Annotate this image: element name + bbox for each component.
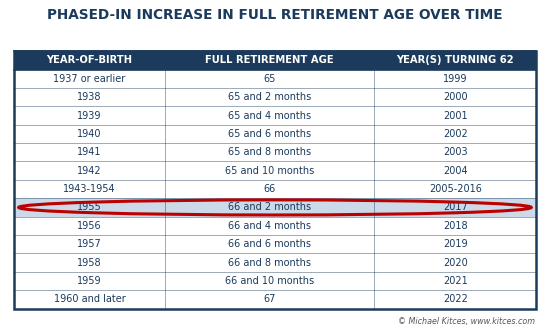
Text: 65 and 10 months: 65 and 10 months	[225, 166, 315, 176]
Text: 65 and 8 months: 65 and 8 months	[228, 147, 311, 157]
Text: 67: 67	[263, 294, 276, 304]
Text: 65: 65	[263, 74, 276, 84]
Text: 2005-2016: 2005-2016	[429, 184, 482, 194]
Text: 1959: 1959	[77, 276, 102, 286]
Text: 1999: 1999	[443, 74, 467, 84]
Text: 66 and 2 months: 66 and 2 months	[228, 202, 311, 213]
Text: 1943-1954: 1943-1954	[63, 184, 116, 194]
Text: 1957: 1957	[77, 239, 102, 249]
Text: 1937 or earlier: 1937 or earlier	[53, 74, 125, 84]
Text: 1956: 1956	[77, 221, 102, 231]
Text: 66 and 10 months: 66 and 10 months	[225, 276, 315, 286]
Text: © Michael Kitces, www.kitces.com: © Michael Kitces, www.kitces.com	[398, 317, 535, 326]
Text: 65 and 6 months: 65 and 6 months	[228, 129, 311, 139]
Text: 2018: 2018	[443, 221, 467, 231]
Text: 2003: 2003	[443, 147, 467, 157]
Text: YEAR-OF-BIRTH: YEAR-OF-BIRTH	[47, 55, 133, 65]
Text: 2017: 2017	[443, 202, 467, 213]
Text: 1941: 1941	[77, 147, 102, 157]
Text: 2000: 2000	[443, 92, 467, 102]
Text: 2019: 2019	[443, 239, 467, 249]
Text: 1939: 1939	[77, 111, 102, 120]
Text: PHASED-IN INCREASE IN FULL RETIREMENT AGE OVER TIME: PHASED-IN INCREASE IN FULL RETIREMENT AG…	[47, 8, 503, 22]
Text: 2001: 2001	[443, 111, 467, 120]
Text: 2021: 2021	[443, 276, 467, 286]
Text: 66: 66	[263, 184, 276, 194]
Text: 2004: 2004	[443, 166, 467, 176]
Text: 1942: 1942	[77, 166, 102, 176]
Text: 2002: 2002	[443, 129, 467, 139]
Text: 66 and 4 months: 66 and 4 months	[228, 221, 311, 231]
Text: 66 and 6 months: 66 and 6 months	[228, 239, 311, 249]
Text: 1958: 1958	[77, 258, 102, 268]
Text: 2022: 2022	[443, 294, 467, 304]
Text: 65 and 4 months: 65 and 4 months	[228, 111, 311, 120]
Text: 65 and 2 months: 65 and 2 months	[228, 92, 311, 102]
Text: 1955: 1955	[77, 202, 102, 213]
Text: FULL RETIREMENT AGE: FULL RETIREMENT AGE	[206, 55, 334, 65]
Text: 66 and 8 months: 66 and 8 months	[228, 258, 311, 268]
Text: 1940: 1940	[77, 129, 102, 139]
Text: 2020: 2020	[443, 258, 467, 268]
Text: 1938: 1938	[77, 92, 102, 102]
Text: 1960 and later: 1960 and later	[54, 294, 125, 304]
Text: YEAR(S) TURNING 62: YEAR(S) TURNING 62	[397, 55, 514, 65]
